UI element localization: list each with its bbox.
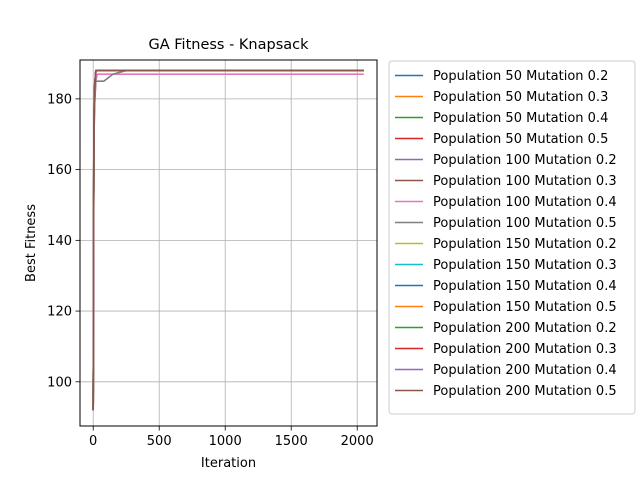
legend-entry-label: Population 200 Mutation 0.3 [433,342,617,357]
y-tick-label: 180 [47,92,72,107]
legend-box [388,60,636,415]
series-lines [92,69,364,411]
x-axis-ticks: 0 500 1000 1500 2000 [89,426,374,449]
series-line-16 [92,69,364,411]
y-tick-label: 160 [47,163,72,178]
chart-title: GA Fitness - Knapsack [148,37,309,53]
legend-entry-label: Population 150 Mutation 0.2 [433,237,617,252]
x-tick-label: 1500 [275,434,308,449]
x-axis-label: Iteration [201,456,256,471]
y-tick-label: 100 [47,375,72,390]
legend: Population 50 Mutation 0.2 Population 50 … [388,60,636,415]
grid-lines [80,60,377,426]
legend-entry-label: Population 150 Mutation 0.3 [433,258,617,273]
legend-entry-label: Population 150 Mutation 0.5 [433,300,617,315]
legend-entry-label: Population 100 Mutation 0.4 [433,195,617,210]
legend-entry-label: Population 200 Mutation 0.4 [433,363,617,378]
legend-entry-label: Population 50 Mutation 0.4 [433,111,608,126]
legend-entry-label: Population 50 Mutation 0.5 [433,132,608,147]
legend-entry-label: Population 50 Mutation 0.2 [433,69,608,84]
plot-frame [79,59,378,427]
legend-entry-label: Population 100 Mutation 0.5 [433,216,617,231]
y-tick-label: 120 [47,305,72,320]
y-axis-ticks: 100 120 140 160 180 [47,92,80,390]
x-tick-label: 500 [147,434,172,449]
legend-entry-label: Population 200 Mutation 0.2 [433,321,617,336]
legend-entry-label: Population 50 Mutation 0.3 [433,90,608,105]
legend-entry-label: Population 100 Mutation 0.3 [433,174,617,189]
x-tick-label: 1000 [209,434,242,449]
legend-entry-label: Population 200 Mutation 0.5 [433,384,617,399]
legend-entry-label: Population 150 Mutation 0.4 [433,279,617,294]
y-axis-label: Best Fitness [24,204,39,282]
y-tick-label: 140 [47,234,72,249]
x-tick-label: 0 [89,434,97,449]
legend-entry-label: Population 100 Mutation 0.2 [433,153,617,168]
x-tick-label: 2000 [341,434,374,449]
